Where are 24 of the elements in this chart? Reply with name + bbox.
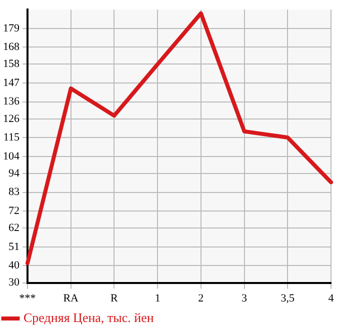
x-tick-label: 3,5 xyxy=(280,292,296,304)
x-tick-label: 2 xyxy=(198,292,204,304)
y-tick-label: 168 xyxy=(3,41,20,54)
legend-label: Средняя Цена, тыс. йен xyxy=(24,310,154,325)
y-tick-label: 115 xyxy=(3,132,20,144)
y-tick-label: 158 xyxy=(3,58,20,70)
x-tick-label: R xyxy=(110,292,119,304)
x-tick-label: *** xyxy=(19,292,36,304)
x-tick-label: RA xyxy=(63,292,79,304)
y-tick-label: 104 xyxy=(3,150,20,162)
y-tick-label: 30 xyxy=(8,276,20,289)
y-tick-label: 136 xyxy=(3,96,20,108)
y-tick-label: 62 xyxy=(8,222,20,234)
y-tick-label: 72 xyxy=(8,204,20,217)
y-tick-label: 147 xyxy=(3,76,20,89)
y-tick-label: 179 xyxy=(3,22,20,34)
x-tick-label: 1 xyxy=(154,292,160,304)
x-tick-label: 3 xyxy=(242,292,248,304)
y-tick-label: 40 xyxy=(8,260,20,272)
y-tick-label: 94 xyxy=(8,167,20,180)
y-tick-label: 126 xyxy=(3,112,20,125)
x-tick-label: 4 xyxy=(328,292,334,304)
y-tick-label: 83 xyxy=(8,186,20,198)
y-tick-label: 51 xyxy=(8,240,20,253)
